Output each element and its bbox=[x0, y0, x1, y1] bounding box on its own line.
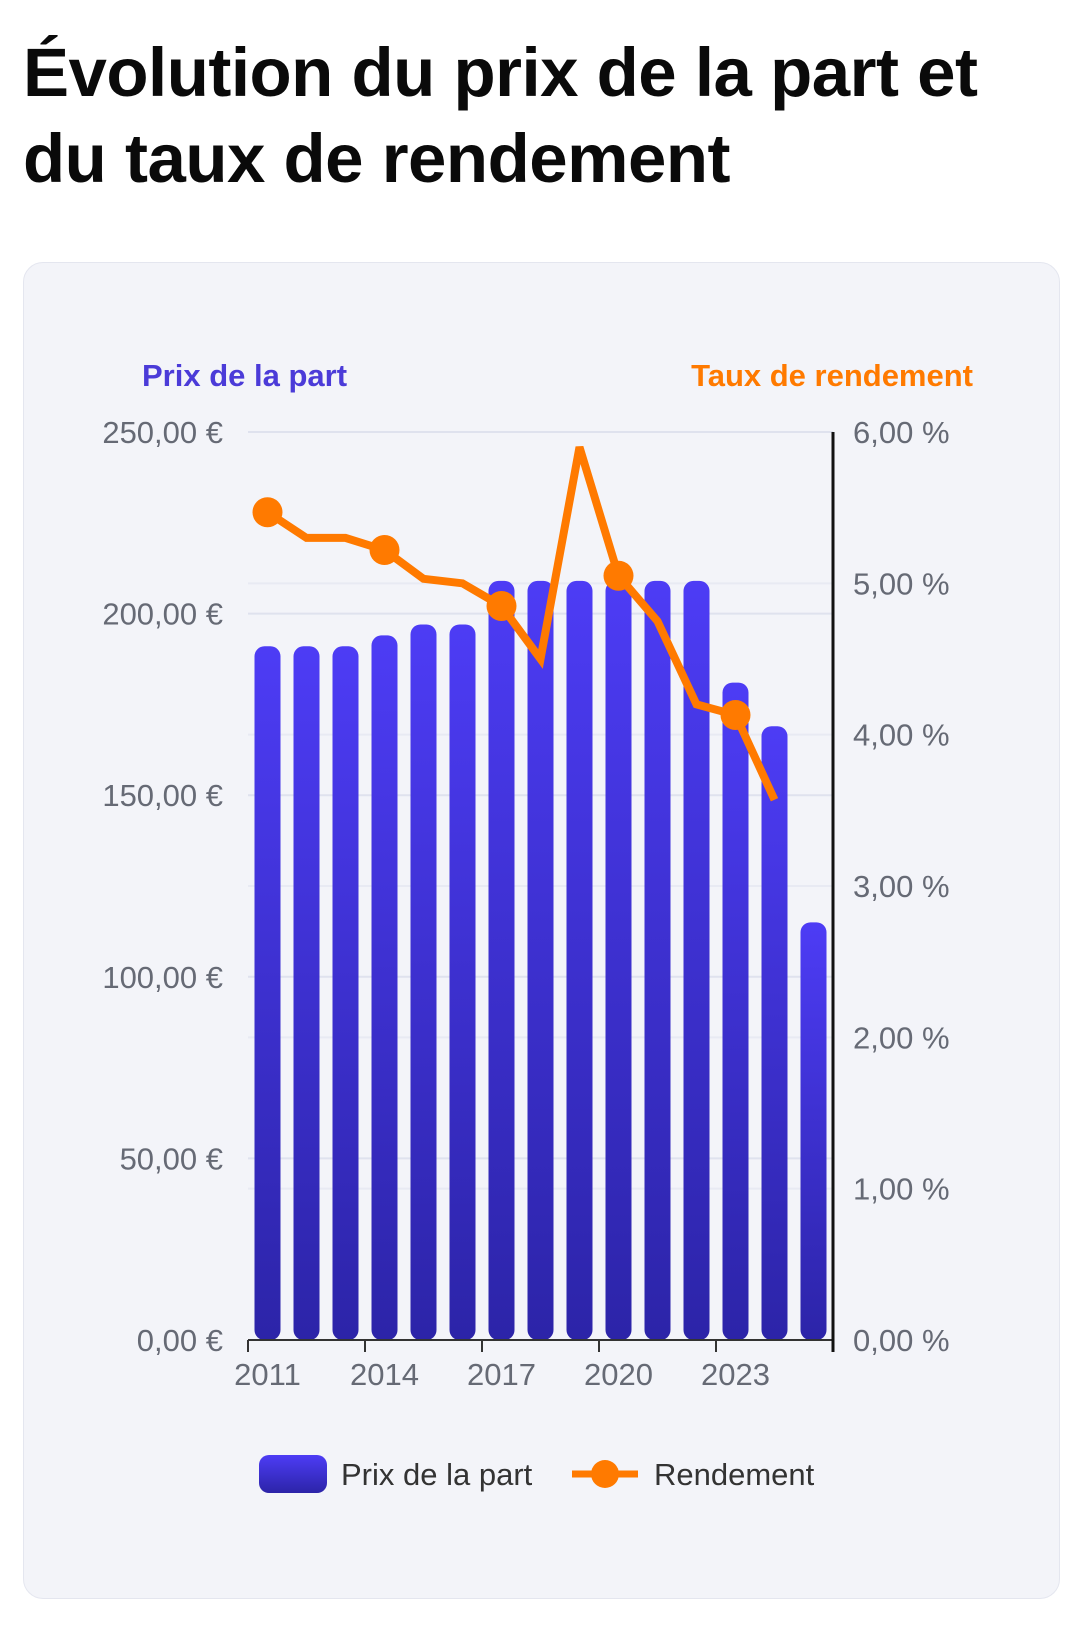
left-tick-label: 200,00 € bbox=[102, 597, 223, 632]
right-tick-label: 2,00 % bbox=[853, 1020, 950, 1055]
rendement-line bbox=[265, 445, 779, 802]
bar bbox=[800, 922, 827, 1340]
legend-bar-swatch bbox=[259, 1455, 327, 1493]
rendement-point bbox=[720, 699, 751, 730]
page-title: Évolution du prix de la part et du taux … bbox=[23, 34, 978, 197]
bar bbox=[293, 646, 320, 1340]
left-tick-label: 150,00 € bbox=[102, 778, 223, 813]
bar bbox=[566, 580, 593, 1340]
right-tick-label: 4,00 % bbox=[853, 718, 950, 753]
left-axis-title: Prix de la part bbox=[142, 358, 347, 393]
rendement-point bbox=[252, 497, 283, 528]
bar bbox=[449, 624, 476, 1340]
left-tick-label: 100,00 € bbox=[102, 960, 223, 995]
bar bbox=[332, 646, 359, 1340]
rendement-point bbox=[603, 560, 634, 591]
left-tick-label: 250,00 € bbox=[102, 415, 223, 450]
left-tick-label: 50,00 € bbox=[120, 1141, 223, 1176]
bar bbox=[527, 580, 554, 1340]
legend: Prix de la part Rendement bbox=[259, 1455, 815, 1493]
bar bbox=[761, 726, 788, 1340]
left-tick-label: 0,00 € bbox=[137, 1323, 223, 1358]
legend-label-bars: Prix de la part bbox=[341, 1457, 533, 1492]
legend-line-marker bbox=[591, 1460, 619, 1488]
bar bbox=[605, 580, 632, 1340]
bar bbox=[683, 580, 710, 1340]
bar-series bbox=[254, 580, 827, 1340]
line-series bbox=[252, 445, 779, 802]
rendement-point bbox=[369, 535, 400, 566]
bar bbox=[722, 682, 749, 1340]
x-tick-label: 2011 bbox=[234, 1357, 301, 1392]
bar bbox=[488, 580, 515, 1340]
right-tick-label: 6,00 % bbox=[853, 415, 950, 450]
right-tick-label: 3,00 % bbox=[853, 869, 950, 904]
right-tick-label: 5,00 % bbox=[853, 566, 950, 601]
bar bbox=[371, 635, 398, 1340]
x-tick-label: 2023 bbox=[701, 1357, 770, 1392]
x-tick-label: 2014 bbox=[350, 1357, 419, 1392]
right-tick-label: 0,00 % bbox=[853, 1323, 950, 1358]
bar bbox=[410, 624, 437, 1340]
right-tick-label: 1,00 % bbox=[853, 1172, 950, 1207]
bar bbox=[254, 646, 281, 1340]
x-tick-label: 2020 bbox=[584, 1357, 653, 1392]
legend-label-line: Rendement bbox=[654, 1457, 815, 1492]
rendement-point bbox=[486, 591, 517, 622]
x-tick-label: 2017 bbox=[467, 1357, 536, 1392]
bar bbox=[644, 580, 671, 1340]
axes: 0,00 € 50,00 € 100,00 € 150,00 € 200,00 € 250… bbox=[102, 415, 949, 1392]
right-axis-title: Taux de rendement bbox=[691, 358, 973, 393]
